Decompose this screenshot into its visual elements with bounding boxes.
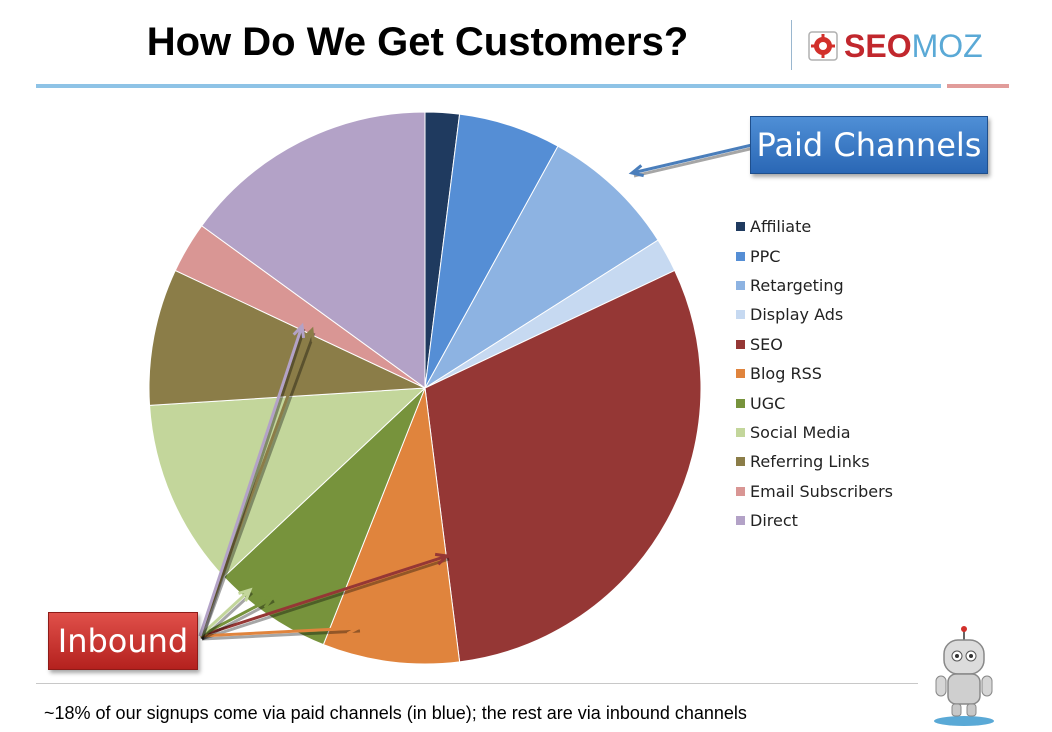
legend-swatch bbox=[736, 339, 745, 349]
legend-item-seo: SEO bbox=[736, 330, 893, 359]
header-divider bbox=[791, 20, 792, 70]
header-rule-blue bbox=[36, 84, 941, 88]
legend-swatch bbox=[736, 280, 745, 290]
pie-slice-referring-links bbox=[148, 269, 426, 406]
legend-swatch bbox=[736, 427, 745, 437]
legend-item-display-ads: Display Ads bbox=[736, 300, 893, 329]
pie-slice-ugc bbox=[223, 387, 426, 646]
inbound-arrow-referring-links bbox=[198, 326, 316, 640]
pie-slice-blog-rss bbox=[322, 387, 461, 665]
legend-label: Email Subscribers bbox=[750, 481, 893, 501]
legend-item-affiliate: Affiliate bbox=[736, 212, 893, 241]
paid-channels-arrow bbox=[628, 143, 755, 178]
header-rule-red bbox=[947, 84, 1009, 88]
footer-note: ~18% of our signups come via paid channe… bbox=[44, 703, 747, 723]
chart-legend: Affiliate PPC Retargeting Display Ads SEO Blo… bbox=[736, 212, 893, 535]
legend-label: Display Ads bbox=[750, 305, 844, 325]
legend-label: Referring Links bbox=[750, 452, 870, 472]
legend-swatch bbox=[736, 486, 745, 496]
seomoz-logo: SEO MOZ bbox=[808, 24, 983, 68]
legend-label: Direct bbox=[750, 511, 798, 531]
legend-item-ugc: UGC bbox=[736, 388, 893, 417]
pie-slice-direct bbox=[201, 111, 426, 389]
inbound-callout: Inbound bbox=[48, 612, 198, 670]
legend-swatch bbox=[736, 398, 745, 408]
roger-robot-mascot-icon bbox=[934, 626, 994, 726]
legend-item-direct: Direct bbox=[736, 506, 893, 535]
inbound-arrow-social-media bbox=[198, 587, 254, 641]
legend-swatch bbox=[736, 457, 745, 467]
logo-gear-icon bbox=[808, 31, 838, 61]
logo-text-moz: MOZ bbox=[911, 27, 983, 64]
legend-label: Affiliate bbox=[750, 217, 812, 237]
logo-text-seo: SEO bbox=[844, 27, 912, 64]
footer-divider bbox=[36, 683, 918, 684]
legend-swatch bbox=[736, 222, 745, 232]
pie-slice-retargeting bbox=[424, 145, 659, 389]
inbound-arrow-blog-rss bbox=[199, 621, 362, 641]
legend-item-blog-rss: Blog RSS bbox=[736, 359, 893, 388]
paid-channels-callout: Paid Channels bbox=[750, 116, 988, 174]
legend-swatch bbox=[736, 369, 745, 379]
legend-label: Retargeting bbox=[750, 275, 844, 295]
legend-item-retargeting: Retargeting bbox=[736, 271, 893, 300]
legend-label: Social Media bbox=[750, 422, 851, 442]
legend-label: SEO bbox=[750, 334, 783, 354]
legend-item-email-subscribers: Email Subscribers bbox=[736, 477, 893, 506]
legend-label: PPC bbox=[750, 246, 781, 266]
legend-item-ppc: PPC bbox=[736, 241, 893, 270]
legend-swatch bbox=[736, 251, 745, 261]
legend-swatch bbox=[736, 310, 745, 320]
inbound-arrow-direct bbox=[198, 322, 306, 640]
pie-slice-social-media bbox=[149, 387, 427, 578]
inbound-arrow-ugc bbox=[199, 596, 276, 641]
legend-item-social-media: Social Media bbox=[736, 418, 893, 447]
pie-slice-seo bbox=[424, 269, 702, 663]
legend-swatch bbox=[736, 516, 745, 526]
legend-item-referring-links: Referring Links bbox=[736, 447, 893, 476]
inbound-arrow-seo bbox=[199, 552, 451, 641]
legend-label: Blog RSS bbox=[750, 364, 822, 384]
legend-label: UGC bbox=[750, 393, 786, 413]
slide-title: How Do We Get Customers? bbox=[146, 20, 689, 64]
